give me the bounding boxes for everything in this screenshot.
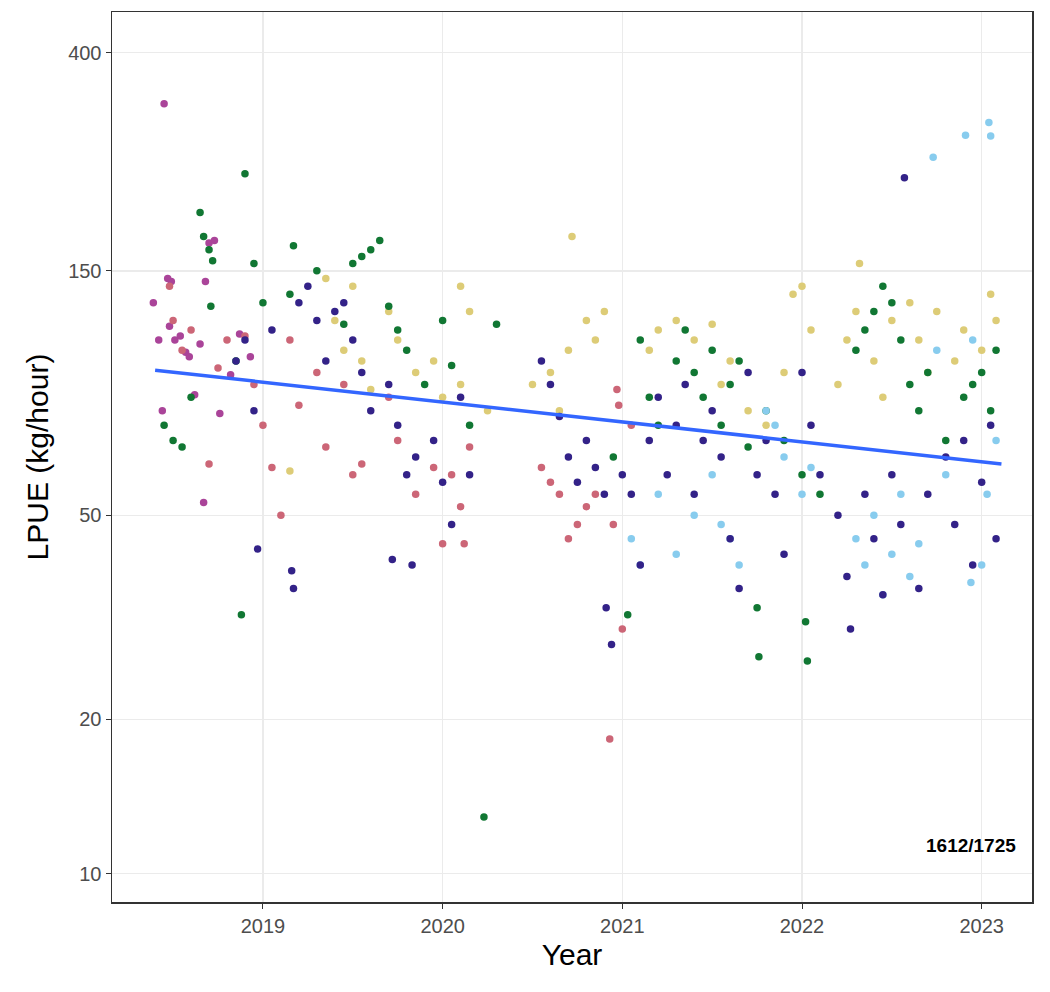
svg-text:20: 20: [79, 708, 101, 730]
svg-text:Year: Year: [542, 938, 603, 971]
svg-text:10: 10: [79, 863, 101, 885]
svg-text:50: 50: [79, 504, 101, 526]
svg-text:1612/1725: 1612/1725: [926, 835, 1016, 856]
svg-text:2021: 2021: [600, 915, 645, 937]
svg-text:2023: 2023: [959, 915, 1004, 937]
svg-text:2020: 2020: [420, 915, 465, 937]
svg-text:2019: 2019: [241, 915, 286, 937]
svg-text:400: 400: [68, 42, 101, 64]
svg-text:150: 150: [68, 260, 101, 282]
svg-text:2022: 2022: [780, 915, 825, 937]
svg-text:LPUE (kg/hour): LPUE (kg/hour): [21, 354, 54, 561]
